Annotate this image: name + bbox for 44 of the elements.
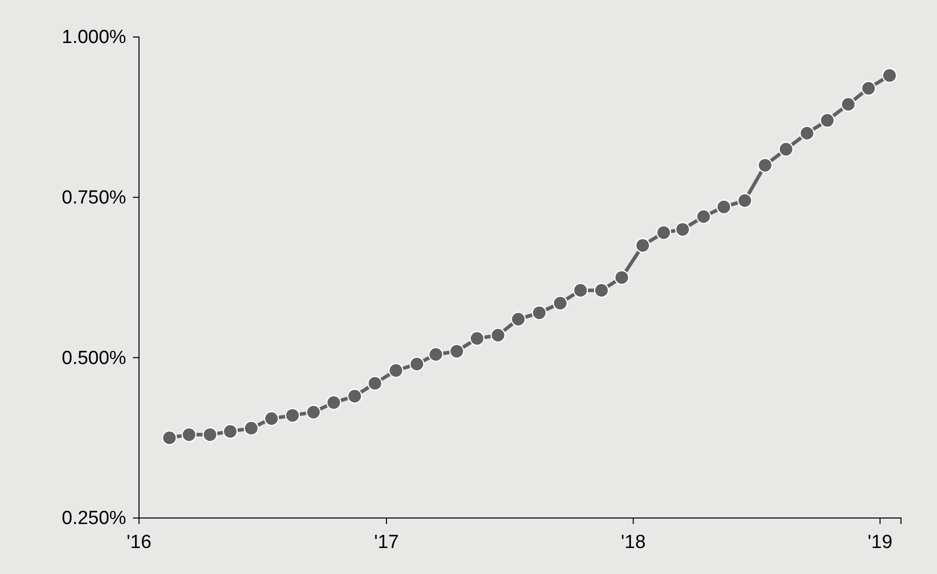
point [635, 238, 650, 253]
point [594, 282, 609, 298]
point [264, 411, 280, 426]
point [656, 225, 672, 240]
point [162, 430, 177, 446]
x-tick-label: '19 [868, 532, 892, 553]
point [737, 193, 752, 208]
point [696, 209, 712, 224]
x-tick-label: '17 [374, 532, 399, 553]
point [882, 68, 898, 83]
point [532, 305, 547, 320]
point [470, 330, 485, 346]
y-tick-label: 0.750% [62, 187, 126, 208]
point [222, 424, 238, 439]
point [490, 328, 506, 343]
point [614, 270, 630, 285]
point [675, 222, 690, 237]
point [800, 126, 815, 141]
point [778, 142, 794, 157]
point [552, 296, 568, 311]
point [428, 346, 444, 362]
point [284, 408, 300, 423]
point [510, 312, 526, 327]
point [840, 96, 856, 112]
y-tick-label: 0.500% [62, 348, 126, 369]
point [367, 376, 382, 391]
point [820, 112, 835, 128]
point [202, 427, 218, 442]
x-tick-label: '16 [126, 532, 152, 553]
point [244, 420, 259, 436]
point [449, 344, 464, 359]
point [716, 199, 732, 214]
y-tick-label: 1.000% [62, 27, 126, 48]
x-tick-label: '18 [620, 532, 646, 553]
point [182, 427, 197, 442]
y-tick-label: 0.250% [62, 508, 126, 530]
point [347, 388, 362, 404]
point [388, 362, 404, 378]
point [758, 158, 773, 173]
point [326, 395, 342, 410]
point [409, 356, 424, 372]
point [306, 404, 321, 420]
point [861, 80, 876, 96]
point [573, 282, 588, 298]
